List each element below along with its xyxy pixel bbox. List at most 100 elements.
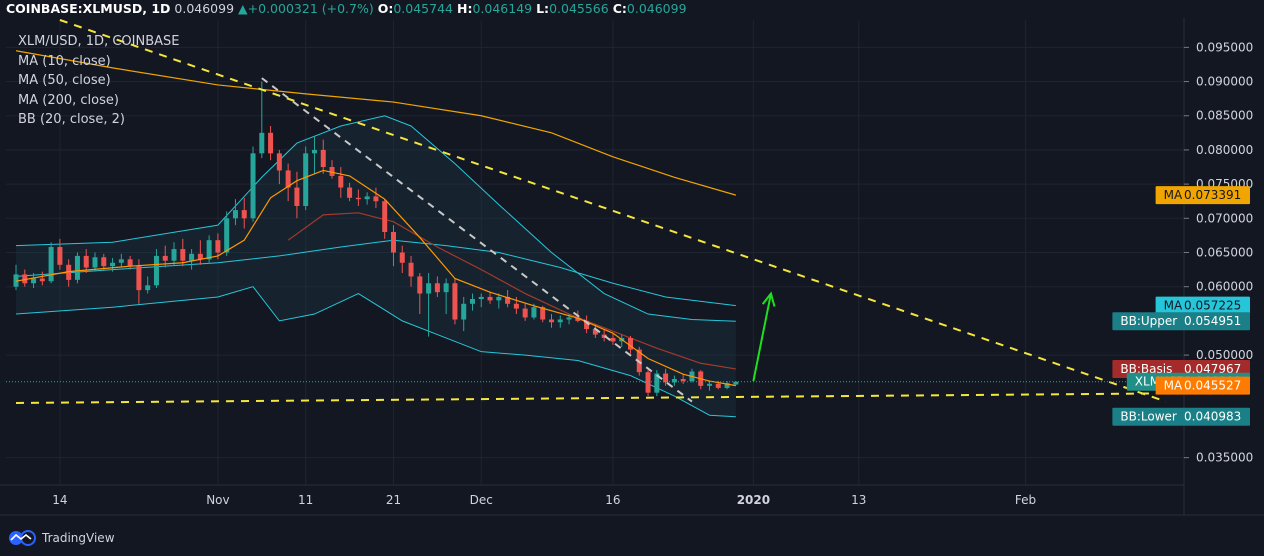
- x-tick-label: 16: [605, 493, 620, 507]
- candle-body: [584, 320, 590, 330]
- candle: [584, 315, 590, 334]
- candle-body: [118, 259, 124, 263]
- candle: [434, 276, 440, 297]
- price-tag-label: BB:Upper: [1120, 314, 1177, 328]
- candle: [171, 242, 177, 267]
- candle: [224, 211, 230, 256]
- candle: [654, 370, 660, 397]
- candle-body: [469, 299, 475, 304]
- candle: [39, 271, 45, 286]
- candle: [548, 314, 554, 328]
- high-value: 0.046149: [472, 1, 533, 16]
- candle-body: [285, 170, 291, 188]
- candle: [373, 187, 379, 209]
- candle-body: [566, 317, 572, 320]
- candle-body: [224, 218, 230, 253]
- candle: [680, 374, 686, 384]
- candle-body: [645, 372, 651, 393]
- price-tag-label: BB:Lower: [1120, 410, 1177, 424]
- tradingview-branding[interactable]: TradingView: [8, 526, 115, 550]
- candle-body: [434, 283, 440, 293]
- tradingview-label: TradingView: [42, 531, 115, 545]
- candle: [707, 381, 713, 391]
- candle-body: [628, 337, 634, 350]
- candle-body: [443, 283, 449, 293]
- candle-body: [215, 240, 221, 253]
- candle-body: [390, 231, 396, 253]
- candle-body: [162, 255, 168, 261]
- open-value: 0.045744: [393, 1, 453, 16]
- candle: [145, 276, 151, 294]
- symbol-header: COINBASE:XLMUSD, 1D 0.046099 ▲+0.000321 …: [0, 0, 1264, 18]
- candle: [505, 290, 511, 308]
- candle-body: [171, 249, 177, 261]
- price-tag-value: 0.054951: [1184, 314, 1241, 328]
- candle: [215, 233, 221, 260]
- candle: [57, 238, 63, 270]
- candle-body: [496, 296, 502, 301]
- price-tag-label: MA: [1164, 379, 1183, 393]
- candle-body: [22, 274, 28, 284]
- candle-body: [13, 274, 19, 287]
- last-price: 0.046099: [174, 1, 235, 16]
- candle: [118, 253, 124, 268]
- candle-body: [66, 264, 72, 280]
- candle-body: [663, 373, 669, 383]
- candle: [338, 167, 344, 198]
- candle: [610, 333, 616, 345]
- price-tag-value: 0.047967: [1184, 362, 1241, 376]
- candle-body: [522, 308, 528, 318]
- candle-body: [250, 153, 256, 219]
- candle-body: [592, 329, 598, 335]
- legend-ma200[interactable]: MA (200, close): [18, 92, 119, 108]
- price-tag-value: 0.073391: [1184, 188, 1241, 202]
- candle: [294, 171, 300, 219]
- y-tick-label: 0.060000: [1196, 280, 1253, 294]
- candle: [443, 278, 449, 315]
- bb-lower-line: [15, 286, 736, 418]
- candle-body: [654, 373, 660, 393]
- price-tag-bg: [1155, 296, 1250, 315]
- candle: [724, 381, 730, 390]
- candle-body: [311, 149, 317, 154]
- candle-body: [540, 307, 546, 320]
- candle: [232, 199, 238, 226]
- x-tick-label: Dec: [470, 493, 493, 507]
- candle-body: [513, 303, 519, 309]
- candle: [382, 199, 388, 239]
- candle: [276, 149, 282, 185]
- candle: [417, 273, 423, 315]
- candle-body: [329, 167, 335, 176]
- x-tick-label: 2020: [737, 493, 770, 507]
- candle-body: [364, 196, 370, 200]
- legend-ma50[interactable]: MA (50, close): [18, 73, 111, 88]
- y-tick-label: 0.070000: [1196, 211, 1253, 225]
- ma10-line: [15, 169, 736, 387]
- candle-body: [189, 253, 195, 261]
- candle: [364, 192, 370, 205]
- candle-body: [180, 249, 186, 261]
- candle-body: [83, 255, 89, 268]
- symbol-name: COINBASE:XLMUSD, 1D: [6, 1, 171, 16]
- candle: [153, 249, 159, 289]
- indicator-legend: XLM/USD, 1D, COINBASE MA (10, close) MA …: [18, 32, 179, 130]
- candle: [522, 303, 528, 321]
- legend-bb[interactable]: BB (20, close, 2): [18, 112, 125, 127]
- y-tick-label: 0.085000: [1196, 109, 1253, 123]
- candle: [390, 225, 396, 267]
- candle-body: [206, 240, 212, 260]
- candle-body: [241, 210, 247, 219]
- candle-body: [355, 197, 361, 200]
- candle: [487, 292, 493, 304]
- x-tick-label: 14: [52, 493, 67, 507]
- bb-upper-line: [15, 115, 736, 322]
- candle: [557, 315, 563, 328]
- candle-body: [505, 296, 511, 304]
- legend-ma10[interactable]: MA (10, close): [18, 53, 111, 69]
- candle: [189, 249, 195, 270]
- price-tag-bg: [1155, 376, 1250, 395]
- candle: [355, 189, 361, 206]
- high-label: H:: [456, 1, 473, 16]
- candle-body: [338, 175, 344, 188]
